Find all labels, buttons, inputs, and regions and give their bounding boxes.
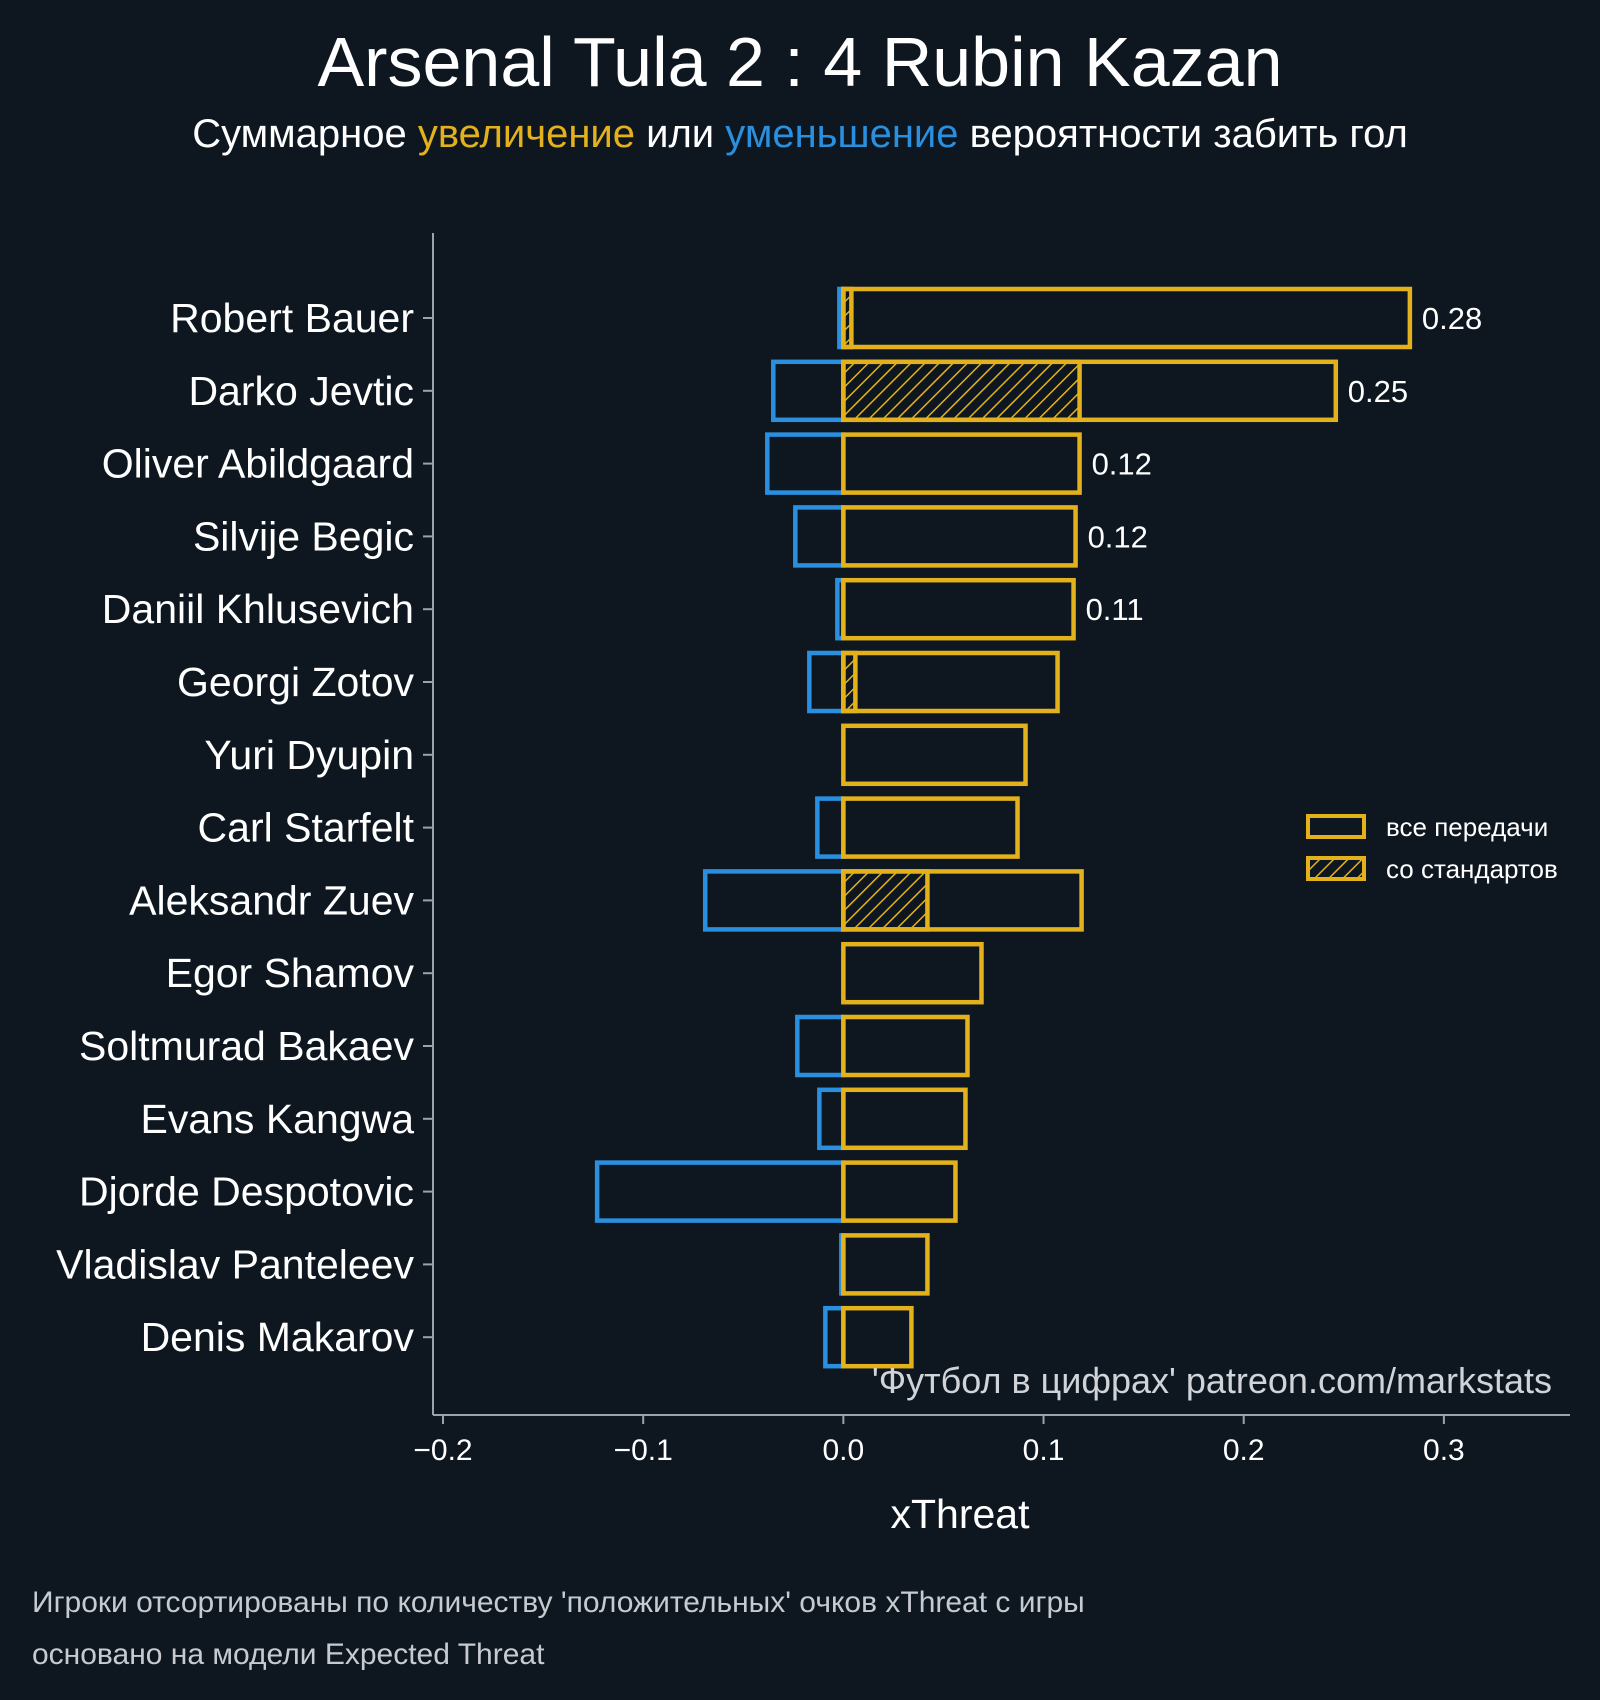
legend-label-set-pieces: со стандартов — [1386, 854, 1558, 884]
bar-positive-georgi-zotov — [841, 650, 1060, 714]
y-label-daniil-khlusevich: Daniil Khlusevich — [102, 586, 414, 632]
bar-negative-silvije-begic — [793, 505, 846, 568]
y-label-oliver-abildgaard: Oliver Abildgaard — [102, 441, 414, 487]
footnote-sorting: Игроки отсортированы по количеству 'поло… — [32, 1586, 1085, 1619]
y-label-djorde-despotovic: Djorde Despotovic — [79, 1169, 414, 1215]
x-tick-label-4: 0.2 — [1223, 1434, 1265, 1467]
value-label-darko-jevtic: 0.25 — [1348, 374, 1408, 409]
y-label-carl-starfelt: Carl Starfelt — [198, 805, 415, 851]
bar-negative-georgi-zotov — [807, 650, 846, 714]
legend: все передачи со стандартов — [1306, 812, 1558, 884]
bar-positive-denis-makarov — [841, 1305, 914, 1369]
bar-negative-darko-jevtic — [771, 359, 846, 423]
bar-positive-carl-starfelt — [841, 796, 1020, 859]
bar-positive-oliver-abildgaard — [841, 432, 1082, 495]
y-label-egor-shamov: Egor Shamov — [166, 950, 415, 996]
bar-negative-soltmurad-bakaev — [795, 1014, 846, 1078]
x-tick-label-5: 0.3 — [1423, 1434, 1465, 1467]
chart-title: Arsenal Tula 2 : 4 Rubin Kazan — [317, 23, 1283, 101]
value-label-oliver-abildgaard: 0.12 — [1092, 447, 1152, 482]
y-label-soltmurad-bakaev: Soltmurad Bakaev — [79, 1023, 415, 1069]
value-label-silvije-begic: 0.12 — [1088, 519, 1148, 554]
y-label-robert-bauer: Robert Bauer — [170, 295, 414, 341]
bar-positive-egor-shamov — [841, 941, 984, 1005]
subtitle-part-2: или — [635, 112, 726, 156]
y-label-denis-makarov: Denis Makarov — [141, 1314, 415, 1360]
subtitle-part-1: Суммарное — [192, 112, 418, 156]
value-label-daniil-khlusevich: 0.11 — [1086, 592, 1144, 627]
bar-negative-carl-starfelt — [815, 796, 846, 859]
bar-positive-robert-bauer — [841, 286, 1413, 350]
bar-positive-darko-jevtic — [841, 359, 1339, 423]
legend-swatch-all-passes — [1306, 814, 1366, 839]
subtitle-part-3: вероятности забить гол — [958, 112, 1408, 156]
bar-positive-silvije-begic — [841, 505, 1078, 568]
value-label-robert-bauer: 0.28 — [1422, 301, 1482, 336]
bar-positive-daniil-khlusevich — [841, 577, 1076, 641]
x-tick-label-3: 0.1 — [1023, 1434, 1065, 1467]
credit-text: 'Футбол в цифрах' patreon.com/markstats — [872, 1360, 1552, 1401]
bar-negative-denis-makarov — [823, 1305, 846, 1369]
bar-negative-djorde-despotovic — [594, 1160, 846, 1223]
x-axis-label: xThreat — [891, 1491, 1031, 1537]
bar-setpiece-aleksandr-zuev — [841, 869, 930, 932]
bar-setpiece-darko-jevtic — [841, 359, 1082, 423]
bar-positive-aleksandr-zuev — [841, 869, 1084, 932]
axes-layer — [423, 233, 1570, 1424]
subtitle-increase-word: увеличение — [417, 112, 635, 156]
x-tick-label-2: 0.0 — [823, 1434, 865, 1467]
bar-positive-yuri-dyupin — [841, 723, 1028, 787]
y-label-silvije-begic: Silvije Begic — [193, 513, 414, 559]
x-tick-label-0: −0.2 — [413, 1434, 472, 1467]
y-label-vladislav-panteleev: Vladislav Panteleev — [56, 1241, 414, 1287]
bar-negative-oliver-abildgaard — [765, 432, 846, 495]
bar-negative-evans-kangwa — [817, 1087, 846, 1151]
legend-swatch-set-pieces — [1306, 856, 1366, 881]
y-label-yuri-dyupin: Yuri Dyupin — [204, 732, 414, 778]
bar-negative-aleksandr-zuev — [702, 869, 846, 932]
subtitle-decrease-word: уменьшение — [725, 112, 959, 156]
bar-positive-vladislav-panteleev — [841, 1233, 930, 1296]
footnote-model: основано на модели Expected Threat — [32, 1638, 545, 1671]
bar-positive-evans-kangwa — [841, 1087, 968, 1151]
chart-subtitle: Суммарное увеличение или уменьшение веро… — [0, 112, 1600, 157]
legend-label-all-passes: все передачи — [1386, 812, 1548, 842]
y-label-darko-jevtic: Darko Jevtic — [188, 368, 414, 414]
bars-layer — [594, 286, 1413, 1369]
y-label-evans-kangwa: Evans Kangwa — [140, 1096, 414, 1142]
bar-positive-djorde-despotovic — [841, 1160, 958, 1223]
labels-layer: 0.28 Robert Bauer 0.25 Darko Jevtic 0.12 Oliv… — [56, 295, 1482, 1467]
bar-positive-soltmurad-bakaev — [841, 1014, 970, 1078]
y-label-aleksandr-zuev: Aleksandr Zuev — [129, 877, 414, 923]
x-tick-label-1: −0.1 — [614, 1434, 673, 1467]
y-label-georgi-zotov: Georgi Zotov — [177, 659, 414, 705]
